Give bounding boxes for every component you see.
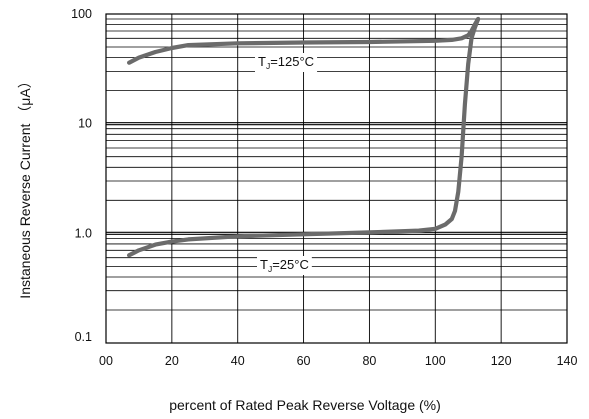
curve-label-125: TJ=125°C <box>255 53 318 72</box>
series-line-25c <box>127 16 481 258</box>
x-tick-label: 00 <box>99 354 113 368</box>
y-tick-labels: 0.1 1.0 10 100 <box>71 7 92 344</box>
series-line-125c <box>127 16 481 65</box>
x-tick-label: 20 <box>165 354 179 368</box>
curve-label-125-text: TJ=125°C <box>258 54 314 71</box>
x-tick-label: 80 <box>362 354 376 368</box>
grid-minor-lines <box>106 18 567 311</box>
grid-major-lines <box>106 14 567 343</box>
y-tick-label: 0.1 <box>75 330 92 344</box>
plot-frame <box>105 13 568 344</box>
curve-label-25: TJ=25°C <box>257 256 312 275</box>
x-tick-labels: 00 20 40 60 80 100 120 140 <box>99 354 577 368</box>
y-tick-label: 10 <box>78 117 92 131</box>
x-axis-title: percent of Rated Peak Reverse Voltage (%… <box>169 397 441 413</box>
curve-label-125-background <box>255 53 318 72</box>
x-tick-label: 60 <box>297 354 311 368</box>
x-tick-label: 100 <box>425 354 446 368</box>
y-tick-label: 1.0 <box>75 226 92 240</box>
x-tick-label: 40 <box>231 354 245 368</box>
y-axis-title: Instaneous Reverse Current （μA） <box>17 74 33 298</box>
x-tick-label: 120 <box>491 354 512 368</box>
curves <box>127 16 481 258</box>
y-tick-label: 100 <box>71 7 92 21</box>
curve-label-25-background <box>257 256 312 275</box>
curve-label-25-text: TJ=25°C <box>260 257 309 274</box>
x-tick-label: 140 <box>557 354 578 368</box>
grid <box>106 14 567 343</box>
